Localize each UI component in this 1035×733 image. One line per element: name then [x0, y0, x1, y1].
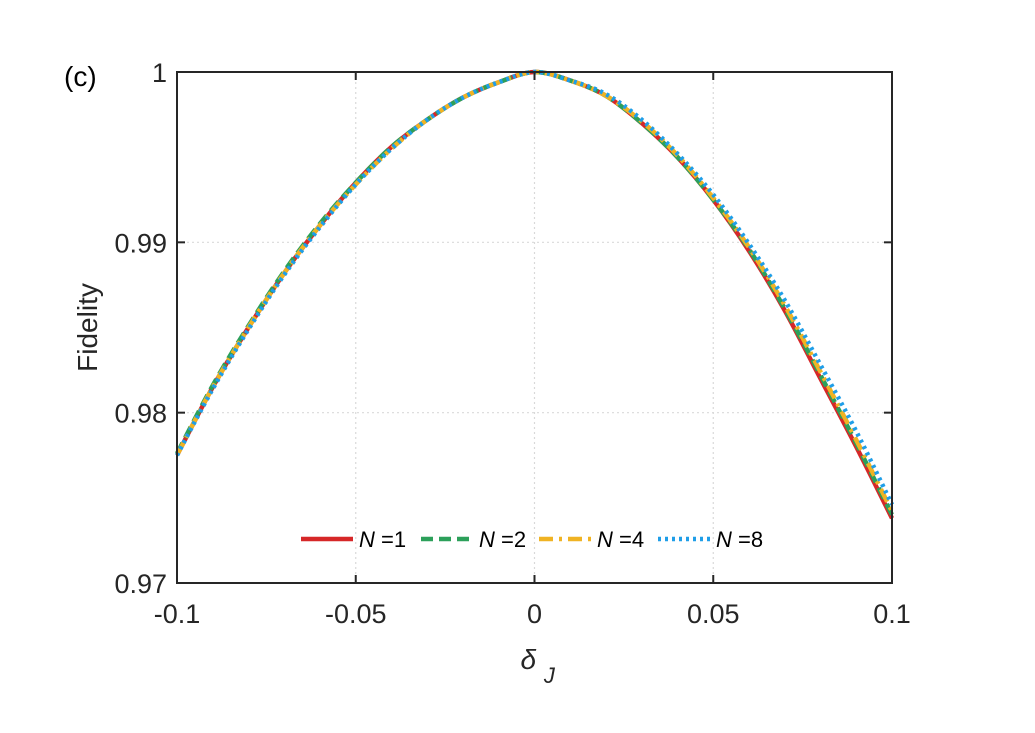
tick-labels: -0.1 -0.05 0 0.05 0.1 0.97 0.98 0.99 1 [114, 58, 910, 629]
y-tick-label: 0.99 [114, 228, 167, 258]
series-line-n2 [175, 69, 895, 516]
x-tick-label: -0.1 [154, 599, 201, 629]
x-axis-title-symbol: δ [521, 644, 537, 675]
x-axis-title: δ J [521, 644, 556, 688]
x-axis-title-subscript: J [543, 663, 556, 688]
grid [177, 72, 892, 583]
x-tick-label: 0.05 [687, 599, 740, 629]
legend-label-n1: N =1 [359, 527, 406, 552]
legend-label-n8: N =8 [716, 527, 763, 552]
series-line-n4 [175, 69, 895, 513]
legend-label-n2: N =2 [479, 527, 526, 552]
panel-label: (c) [64, 61, 97, 92]
x-tick-label: -0.05 [325, 599, 387, 629]
legend-label-n4: N =4 [597, 527, 644, 552]
legend: N =1 N =2 N =4 N =8 [301, 527, 763, 552]
x-tick-label: 0.1 [873, 599, 911, 629]
y-tick-label: 1 [152, 58, 167, 88]
y-axis-title: Fidelity [72, 283, 103, 372]
y-tick-label: 0.98 [114, 399, 167, 429]
x-tick-label: 0 [527, 599, 542, 629]
y-tick-label: 0.97 [114, 569, 167, 599]
axis-ticks [176, 71, 893, 584]
